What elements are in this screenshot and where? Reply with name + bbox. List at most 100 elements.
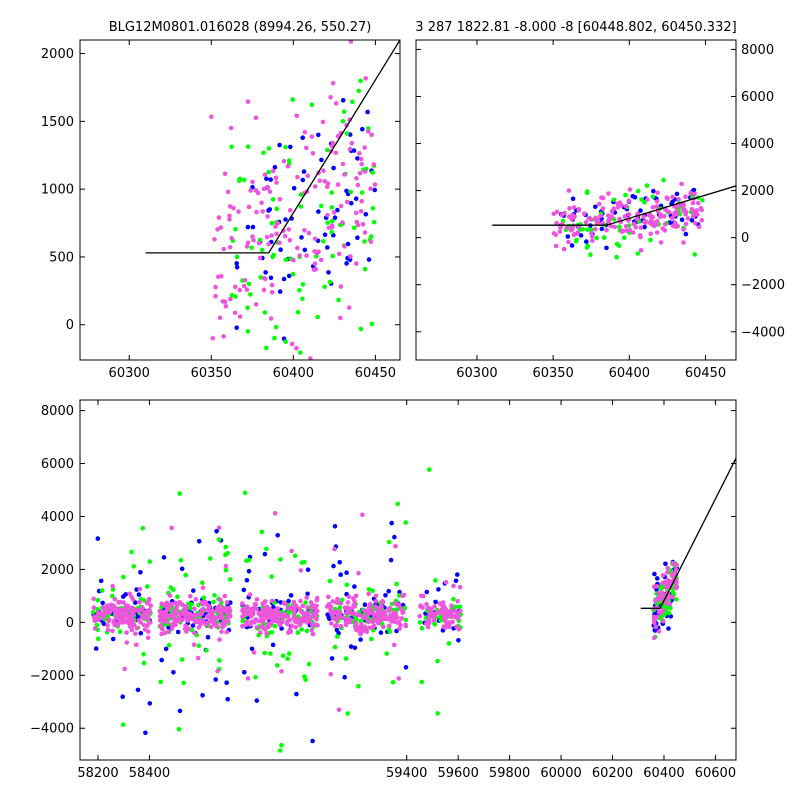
point-blue	[360, 126, 365, 132]
point-magenta	[664, 585, 669, 590]
point-green	[457, 604, 463, 610]
point-magenta	[148, 620, 153, 625]
point-green	[234, 254, 240, 260]
point-green	[585, 227, 590, 232]
point-magenta	[124, 613, 130, 619]
point-green	[249, 245, 254, 251]
point-blue	[389, 520, 395, 526]
point-magenta	[254, 209, 259, 215]
point-blue	[666, 626, 671, 631]
point-magenta	[211, 617, 217, 623]
point-magenta	[443, 579, 449, 585]
point-magenta	[336, 610, 342, 616]
point-magenta	[122, 618, 128, 624]
point-magenta	[110, 583, 115, 589]
point-green	[121, 574, 126, 580]
point-magenta	[115, 621, 121, 626]
point-magenta	[330, 599, 336, 604]
point-green	[351, 225, 357, 230]
data-points	[145, 40, 400, 360]
point-blue	[348, 644, 354, 649]
point-magenta	[224, 629, 229, 635]
point-magenta	[248, 188, 253, 193]
point-magenta	[188, 616, 194, 622]
point-magenta	[359, 198, 365, 204]
point-blue	[424, 589, 430, 595]
point-magenta	[266, 241, 271, 247]
point-magenta	[357, 171, 363, 176]
point-blue	[455, 572, 460, 577]
point-blue	[344, 261, 349, 266]
point-green	[674, 597, 679, 602]
point-magenta	[297, 606, 302, 612]
point-magenta	[344, 199, 350, 205]
point-magenta	[106, 618, 111, 624]
point-magenta	[344, 605, 350, 610]
point-green	[650, 194, 656, 200]
point-magenta	[354, 261, 359, 266]
point-magenta	[344, 610, 349, 616]
point-magenta	[638, 225, 644, 230]
point-green	[269, 574, 274, 579]
point-magenta	[285, 605, 291, 611]
point-blue	[214, 528, 219, 534]
x-tick-label: 59400	[386, 766, 427, 781]
point-green	[432, 622, 438, 627]
point-blue	[200, 693, 205, 698]
point-green	[286, 158, 292, 163]
point-green	[668, 568, 674, 573]
point-green	[635, 188, 641, 194]
point-magenta	[253, 302, 259, 307]
point-green	[245, 144, 251, 149]
point-magenta	[683, 194, 688, 199]
point-blue	[244, 578, 250, 583]
point-blue	[392, 534, 397, 540]
point-green	[216, 537, 222, 542]
point-magenta	[112, 609, 118, 615]
point-magenta	[261, 287, 267, 293]
point-magenta	[352, 599, 357, 604]
point-magenta	[265, 608, 271, 613]
point-magenta	[159, 613, 165, 619]
point-magenta	[285, 164, 291, 169]
x-tick-label: 60300	[109, 366, 150, 381]
point-blue	[358, 637, 363, 642]
point-blue	[93, 646, 99, 651]
point-blue	[268, 275, 274, 281]
point-green	[258, 275, 264, 280]
point-magenta	[333, 150, 339, 156]
point-magenta	[355, 182, 361, 188]
point-magenta	[247, 592, 253, 597]
point-magenta	[236, 209, 241, 214]
point-blue	[277, 289, 283, 294]
point-magenta	[352, 604, 358, 609]
point-magenta	[164, 612, 169, 617]
point-blue	[225, 696, 230, 702]
point-green	[283, 257, 289, 263]
point-blue	[179, 566, 185, 572]
point-green	[325, 147, 330, 153]
point-magenta	[260, 209, 266, 214]
point-magenta	[169, 525, 174, 531]
point-blue	[316, 209, 321, 214]
point-magenta	[140, 613, 145, 618]
point-magenta	[164, 601, 169, 607]
point-magenta	[206, 608, 212, 614]
model-line	[492, 185, 736, 226]
point-magenta	[256, 241, 262, 246]
point-blue	[355, 235, 360, 240]
point-magenta	[196, 612, 202, 618]
point-magenta	[650, 205, 656, 210]
point-magenta	[368, 607, 374, 612]
point-blue	[175, 629, 181, 635]
point-green	[614, 254, 619, 260]
point-green	[319, 203, 324, 209]
point-green	[159, 605, 164, 610]
point-magenta	[162, 630, 168, 636]
y-tick-label: 0	[66, 616, 74, 631]
point-magenta	[274, 180, 279, 185]
point-magenta	[643, 219, 648, 224]
point-magenta	[269, 282, 275, 288]
x-tick-label: 60400	[643, 766, 684, 781]
point-magenta	[287, 208, 293, 213]
